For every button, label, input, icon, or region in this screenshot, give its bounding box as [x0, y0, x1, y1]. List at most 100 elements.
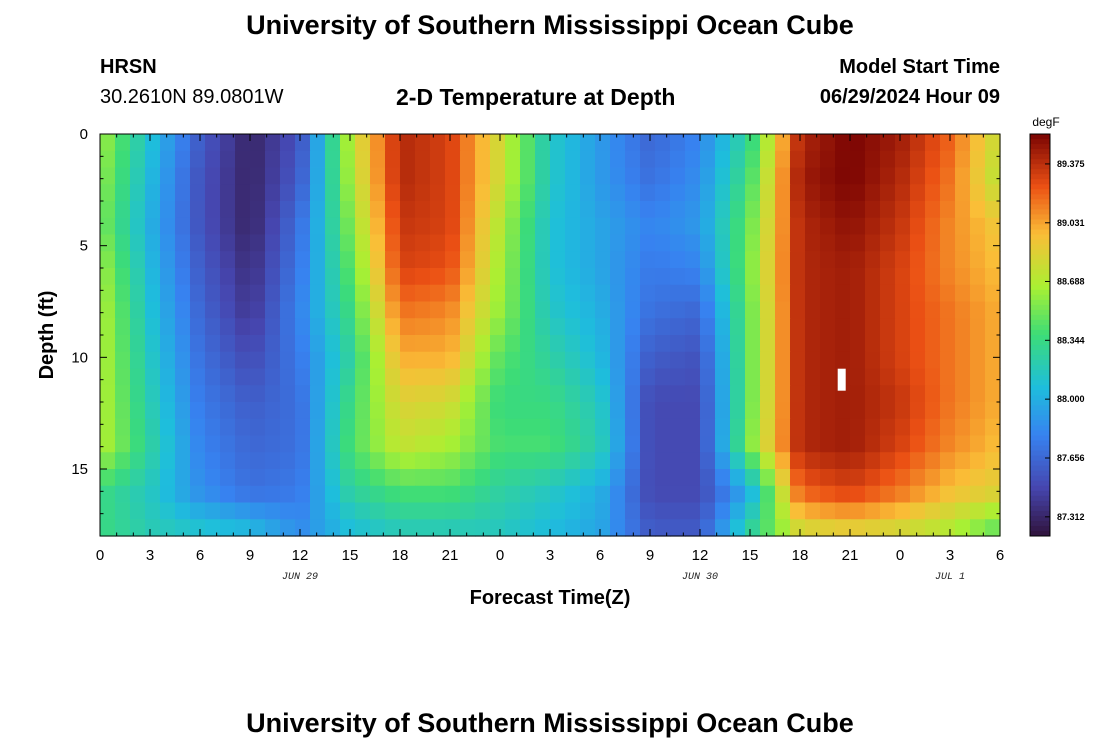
colorbar-segment — [1030, 244, 1050, 251]
heatmap-cell — [235, 351, 251, 370]
heatmap-cell — [940, 351, 956, 370]
heatmap-cell — [355, 418, 371, 437]
heatmap-cell — [670, 335, 686, 353]
heatmap-cell — [235, 435, 251, 453]
heatmap-cell — [820, 251, 836, 269]
heatmap-cell — [835, 284, 851, 303]
colorbar-segment — [1030, 284, 1050, 291]
heatmap-cell — [250, 318, 266, 336]
heatmap-cell — [175, 418, 191, 437]
heatmap-cell — [970, 519, 986, 537]
heatmap-cell — [700, 469, 716, 487]
heatmap-cell — [715, 435, 731, 453]
heatmap-cell — [325, 418, 341, 437]
heatmap-cell — [880, 318, 896, 336]
heatmap-cell — [310, 284, 326, 303]
x-tick-label: 21 — [442, 547, 459, 564]
heatmap-cell — [580, 418, 596, 437]
heatmap-cell — [640, 418, 656, 437]
heatmap-cell — [415, 469, 431, 487]
heatmap-cell — [160, 201, 176, 219]
heatmap-cell — [490, 184, 506, 202]
heatmap-cell — [520, 268, 536, 286]
heatmap-cell — [115, 435, 131, 453]
heatmap-cell — [415, 167, 431, 185]
heatmap-cell — [970, 402, 986, 420]
heatmap-cell — [685, 217, 701, 236]
heatmap-cell — [475, 234, 491, 252]
heatmap-cell — [790, 184, 806, 202]
heatmap-cell — [265, 502, 281, 520]
heatmap-cell — [805, 519, 821, 537]
heatmap-cell — [895, 485, 911, 504]
heatmap-cell — [835, 418, 851, 437]
heatmap-cell — [970, 385, 986, 403]
heatmap-cell — [235, 335, 251, 353]
heatmap-cell — [535, 167, 551, 185]
heatmap-cell — [205, 150, 221, 169]
heatmap-cell — [295, 167, 311, 185]
heatmap-cell — [565, 485, 581, 504]
heatmap-cell — [895, 184, 911, 202]
heatmap-cell — [580, 335, 596, 353]
heatmap-cell — [160, 435, 176, 453]
heatmap-cell — [565, 385, 581, 403]
colorbar-segment — [1030, 335, 1050, 341]
heatmap-cell — [250, 284, 266, 303]
heatmap-cell — [715, 385, 731, 403]
heatmap-cell — [445, 469, 461, 487]
heatmap-cell — [910, 469, 926, 487]
heatmap-cell — [895, 284, 911, 303]
heatmap-cell — [550, 318, 566, 336]
heatmap-cell — [730, 217, 746, 236]
heatmap-cell — [625, 167, 641, 185]
heatmap-cell — [640, 335, 656, 353]
heatmap-cell — [115, 485, 131, 504]
heatmap-cell — [715, 301, 731, 319]
heatmap-cell — [910, 201, 926, 219]
heatmap-cell — [625, 519, 641, 537]
heatmap-cell — [760, 452, 776, 470]
heatmap-cell — [880, 485, 896, 504]
heatmap-cell — [385, 335, 401, 353]
heatmap-cell — [670, 519, 686, 537]
heatmap-cell — [475, 335, 491, 353]
heatmap-cell — [400, 234, 416, 252]
x-tick-label: 6 — [196, 547, 204, 564]
heatmap-cell — [520, 519, 536, 537]
heatmap-cell — [565, 335, 581, 353]
heatmap-cell — [475, 469, 491, 487]
heatmap-cell — [250, 150, 266, 169]
heatmap-cell — [850, 385, 866, 403]
heatmap-cell — [145, 402, 161, 420]
heatmap-cell — [895, 418, 911, 437]
heatmap-cell — [295, 335, 311, 353]
heatmap-cell — [250, 167, 266, 185]
heatmap-cell — [640, 368, 656, 386]
heatmap-cell — [595, 251, 611, 269]
heatmap-cell — [310, 134, 326, 152]
heatmap-cell — [475, 301, 491, 319]
heatmap-cell — [250, 351, 266, 370]
heatmap-cell — [265, 251, 281, 269]
heatmap-cell — [985, 217, 1001, 236]
heatmap-cell — [445, 435, 461, 453]
heatmap-cell — [610, 150, 626, 169]
heatmap-cell — [970, 435, 986, 453]
heatmap-cell — [205, 201, 221, 219]
heatmap-cell — [460, 351, 476, 370]
heatmap-cell — [100, 318, 116, 336]
heatmap-cell — [280, 234, 296, 252]
heatmap-cell — [190, 402, 206, 420]
heatmap-cell — [355, 368, 371, 386]
heatmap-cell — [370, 418, 386, 437]
heatmap-cell — [685, 134, 701, 152]
heatmap-cell — [370, 301, 386, 319]
heatmap-cell — [160, 150, 176, 169]
heatmap-cell — [190, 301, 206, 319]
heatmap-cell — [220, 268, 236, 286]
heatmap-cell — [595, 502, 611, 520]
heatmap-cell — [970, 469, 986, 487]
heatmap-cell — [670, 469, 686, 487]
heatmap-cell — [460, 134, 476, 152]
